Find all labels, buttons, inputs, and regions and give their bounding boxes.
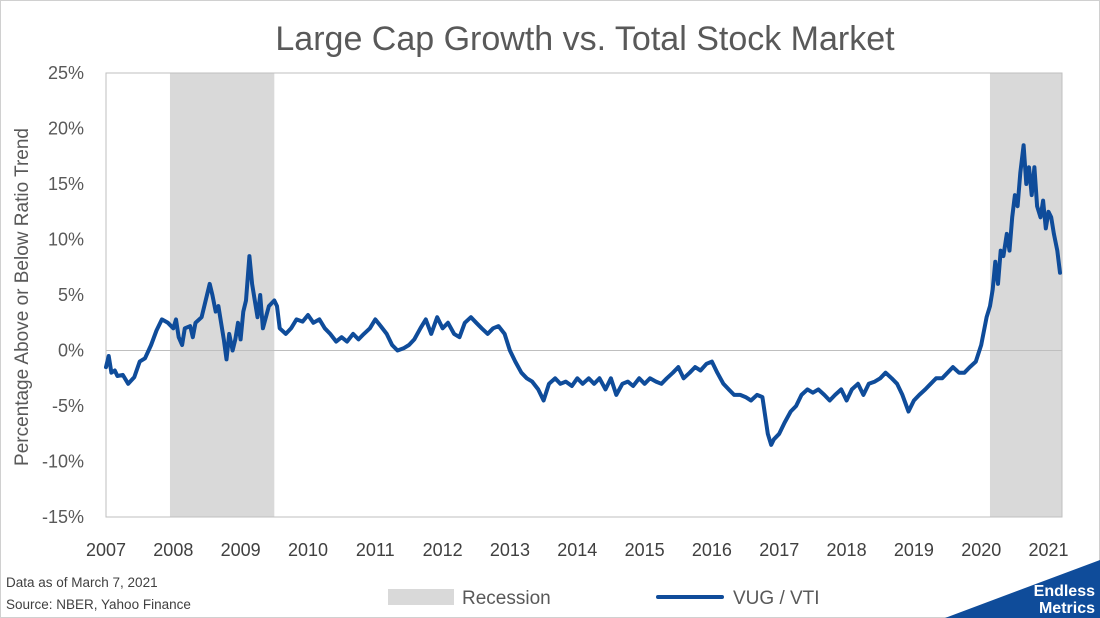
logo-line2: Metrics [1039, 600, 1095, 617]
x-tick-label: 2008 [153, 540, 193, 560]
source-note: Source: NBER, Yahoo Finance [6, 597, 191, 612]
legend-series-label: VUG / VTI [733, 588, 820, 609]
y-tick-label: 20% [48, 119, 84, 139]
x-tick-label: 2007 [86, 540, 126, 560]
legend: Recession VUG / VTI [388, 588, 820, 609]
y-tick-label: -10% [42, 452, 84, 472]
x-axis-ticks: 2007 2008 2009 2010 2011 2012 2013 2014 2015 2016… [86, 540, 1069, 560]
recession-bands [169, 73, 1062, 517]
recession-band-1 [169, 73, 275, 517]
y-tick-label: -15% [42, 507, 84, 527]
x-tick-label: 2009 [221, 540, 261, 560]
x-tick-label: 2014 [557, 540, 597, 560]
series-line-vug-vti [104, 143, 1062, 447]
x-tick-label: 2011 [356, 540, 395, 560]
x-tick-label: 2012 [423, 540, 463, 560]
x-tick-label: 2016 [692, 540, 732, 560]
y-tick-label: -5% [52, 396, 84, 416]
x-tick-label: 2019 [894, 540, 934, 560]
y-tick-label: 0% [58, 341, 84, 361]
y-tick-label: 5% [58, 285, 84, 305]
logo-background [945, 560, 1100, 618]
y-tick-label: 10% [48, 230, 84, 250]
recession-band-2 [989, 73, 1062, 517]
legend-recession-label: Recession [462, 588, 551, 609]
y-axis-ticks: 25% 20% 15% 10% 5% 0% -5% -10% -15% [42, 63, 84, 527]
chart-title: Large Cap Growth vs. Total Stock Market [275, 20, 895, 58]
x-tick-label: 2021 [1029, 540, 1069, 560]
x-tick-label: 2020 [961, 540, 1001, 560]
logo-line1: Endless [1034, 583, 1095, 600]
data-date-note: Data as of March 7, 2021 [6, 575, 158, 590]
legend-recession-swatch [388, 589, 454, 605]
x-tick-label: 2010 [288, 540, 328, 560]
x-tick-label: 2018 [827, 540, 867, 560]
y-tick-label: 15% [48, 174, 84, 194]
x-tick-label: 2013 [490, 540, 530, 560]
endless-metrics-logo: Endless Metrics [945, 560, 1100, 618]
x-tick-label: 2017 [759, 540, 799, 560]
y-axis-label: Percentage Above or Below Ratio Trend [12, 128, 33, 466]
plot-area-border [105, 72, 1063, 518]
y-tick-label: 25% [48, 63, 84, 83]
x-tick-label: 2015 [625, 540, 665, 560]
